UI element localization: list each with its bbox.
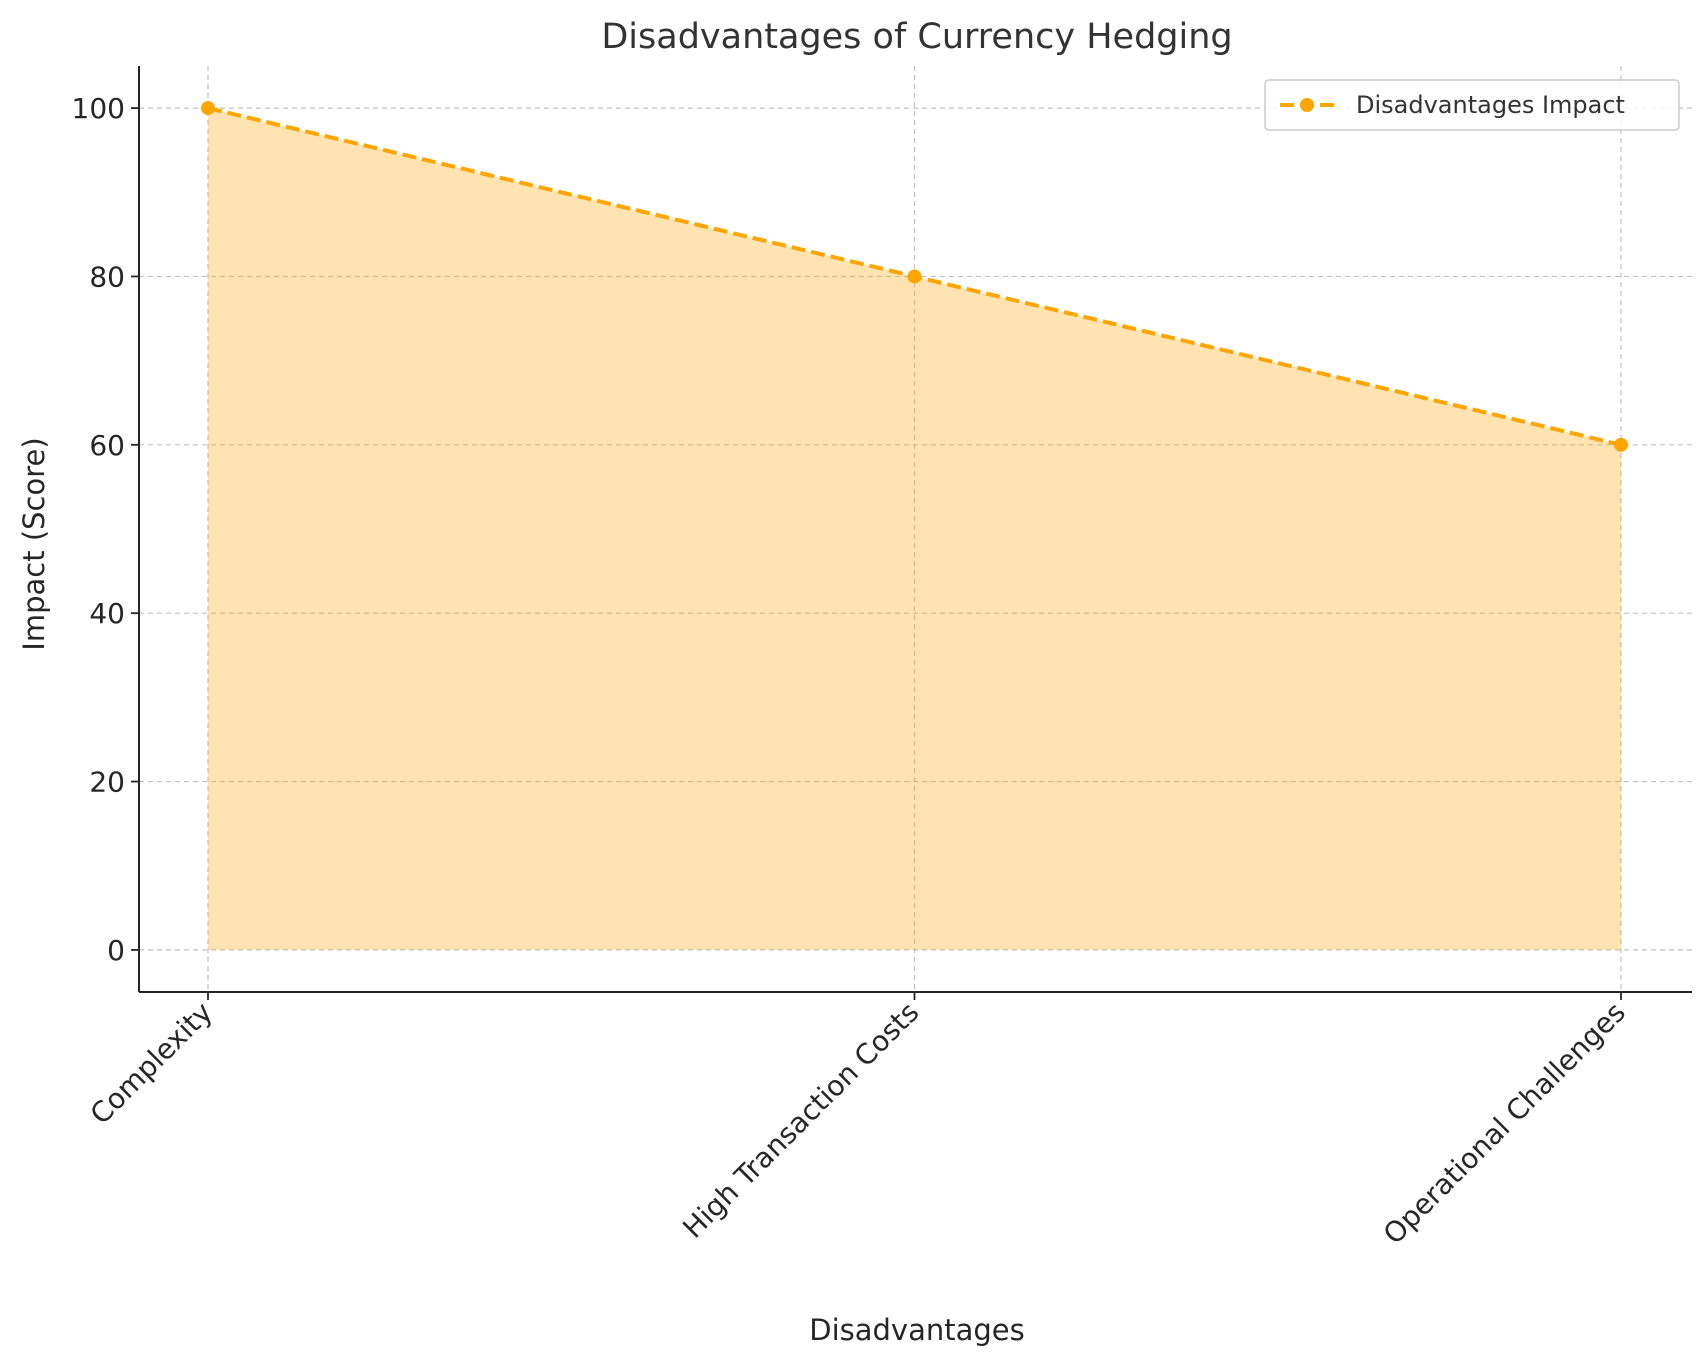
series-markers [201, 101, 1628, 452]
y-tick-label: 40 [89, 597, 125, 630]
y-axis-title: Impact (Score) [17, 437, 51, 650]
area-fill [208, 108, 1621, 950]
data-point [1614, 437, 1628, 452]
legend-label: Disadvantages Impact [1356, 91, 1625, 119]
series-area [208, 108, 1621, 950]
y-tick-label: 0 [107, 934, 125, 967]
y-tick-label: 80 [89, 260, 125, 293]
chart-title: Disadvantages of Currency Hedging [601, 17, 1232, 57]
y-tick-label: 100 [72, 92, 125, 125]
x-axis-title: Disadvantages [809, 1313, 1025, 1347]
y-ticks: 0 20 40 60 80 100 [72, 92, 139, 967]
y-tick-label: 60 [89, 429, 125, 462]
legend-frame [1264, 79, 1680, 131]
legend: Disadvantages Impact [1264, 79, 1680, 131]
data-point [201, 101, 215, 116]
legend-marker-swatch [1300, 98, 1314, 112]
y-tick-label: 20 [89, 766, 125, 799]
data-point [907, 269, 922, 284]
